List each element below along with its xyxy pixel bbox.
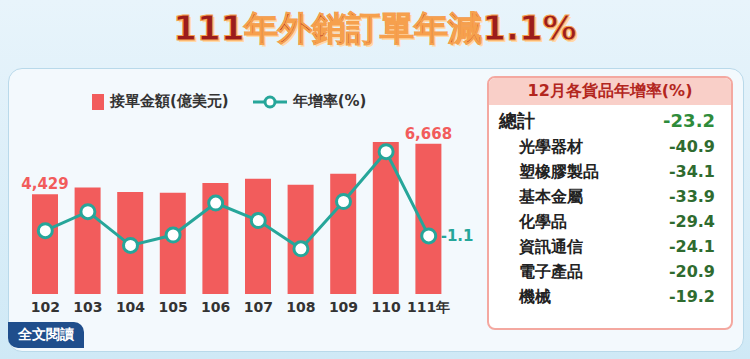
svg-text:108: 108 bbox=[286, 299, 315, 315]
html-text:-33.9: -33.9 bbox=[668, 187, 715, 206]
html-text:化學品: 化學品 bbox=[519, 212, 567, 231]
svg-text:103: 103 bbox=[73, 299, 102, 315]
html-text:光學器材: 光學器材 bbox=[519, 137, 583, 156]
html-text:電子產品: 電子產品 bbox=[519, 262, 583, 281]
svg-text:104: 104 bbox=[116, 299, 145, 315]
html-text:接單金額(億美元): 接單金額(億美元) bbox=[110, 92, 229, 110]
html-text:-23.2: -23.2 bbox=[663, 110, 715, 131]
svg-text:6,668: 6,668 bbox=[405, 125, 452, 143]
html-text:機械: 機械 bbox=[519, 287, 551, 306]
html-text:年增率(%): 年增率(%) bbox=[292, 92, 367, 110]
html-text:-34.1: -34.1 bbox=[668, 162, 715, 181]
svg-text:105: 105 bbox=[158, 299, 187, 315]
html-text:基本金屬: 基本金屬 bbox=[519, 187, 583, 206]
html-text:總計: 總計 bbox=[499, 110, 535, 131]
html-text:-20.9: -20.9 bbox=[668, 262, 715, 281]
svg-text:111年: 111年 bbox=[407, 299, 450, 315]
svg-text:109: 109 bbox=[329, 299, 358, 315]
svg-text:106: 106 bbox=[201, 299, 230, 315]
svg-text:102: 102 bbox=[31, 299, 60, 315]
html-text:塑橡膠製品: 塑橡膠製品 bbox=[519, 162, 599, 181]
svg-text:107: 107 bbox=[244, 299, 273, 315]
html-text:-40.9: -40.9 bbox=[668, 137, 715, 156]
svg-text:4,429: 4,429 bbox=[21, 175, 68, 193]
html-text:全文閱讀: 全文閱讀 bbox=[18, 326, 74, 342]
html-text:-24.1: -24.1 bbox=[668, 237, 715, 256]
html-text:-29.4: -29.4 bbox=[668, 212, 715, 231]
html-text:資訊通信: 資訊通信 bbox=[519, 237, 583, 256]
html-text:111年外銷訂單年減1.1%: 111年外銷訂單年減1.1% bbox=[173, 8, 577, 48]
html-text:12月各貨品年增率(%): 12月各貨品年增率(%) bbox=[527, 81, 693, 100]
svg-text:-1.1: -1.1 bbox=[441, 227, 474, 245]
html-text:-19.2: -19.2 bbox=[668, 287, 715, 306]
svg-text:110: 110 bbox=[371, 299, 400, 315]
